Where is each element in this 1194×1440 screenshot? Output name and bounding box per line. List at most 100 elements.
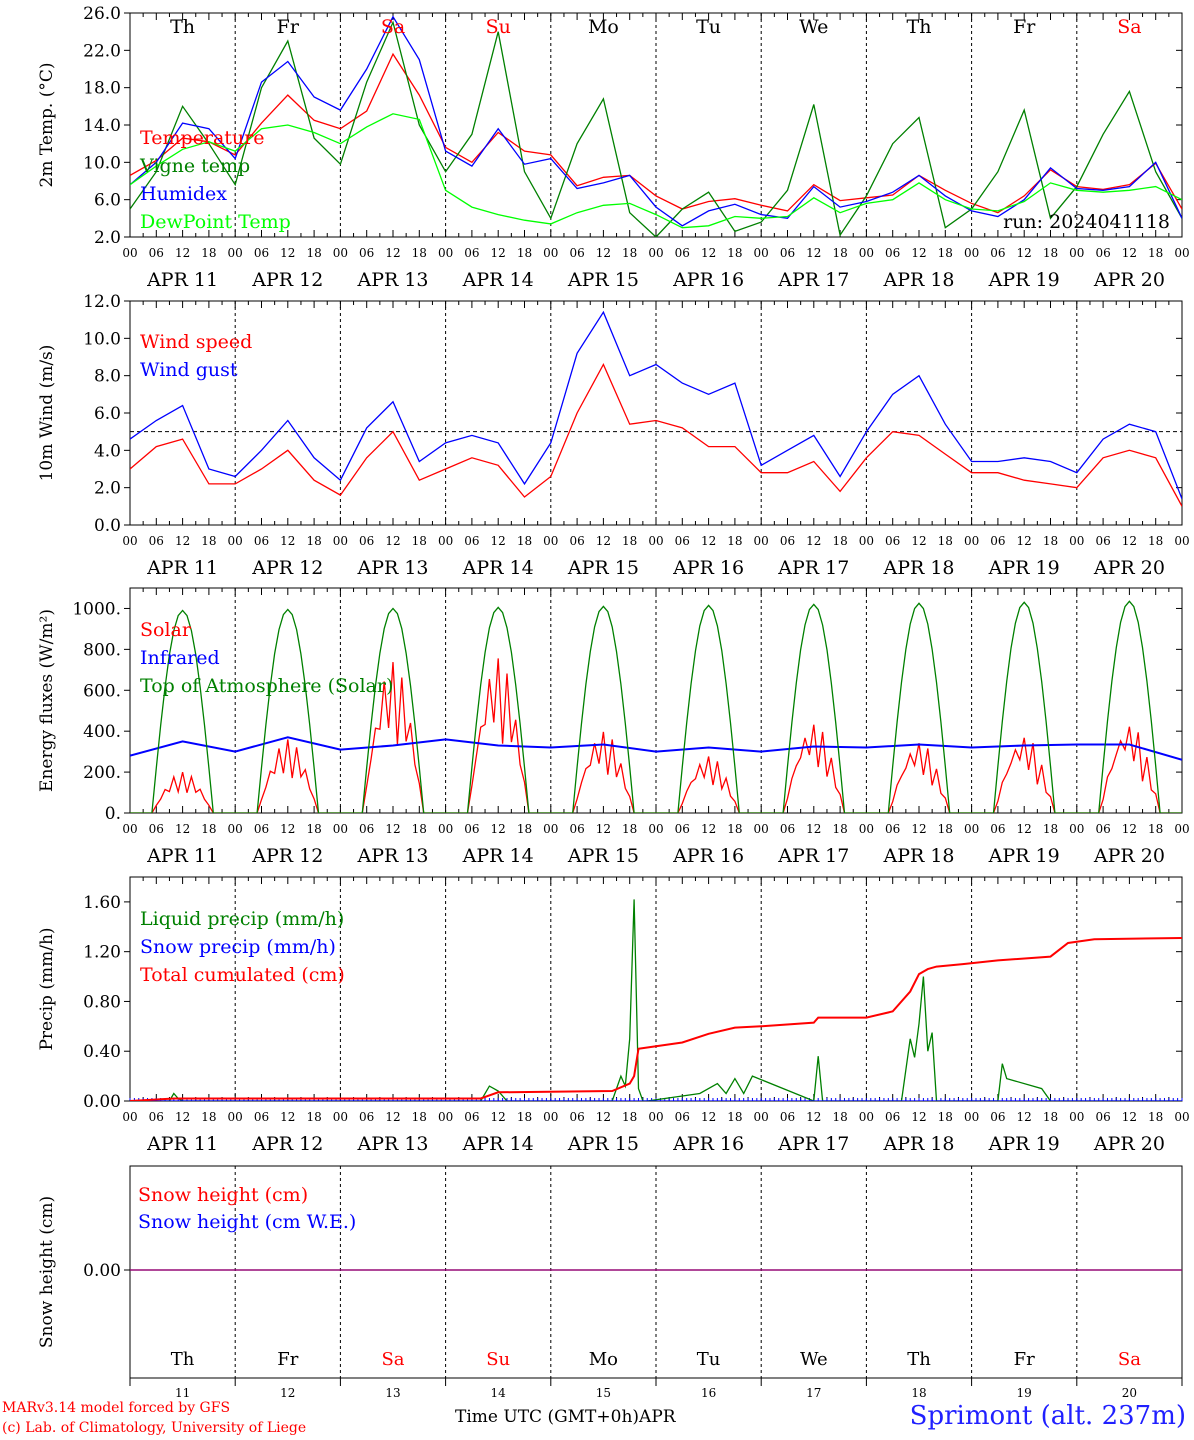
hour-tick-label: 06	[569, 534, 584, 548]
series-line-3	[130, 15, 1182, 227]
day-number-label: 18	[911, 1386, 926, 1400]
legend-item: Liquid precip (mm/h)	[140, 908, 344, 930]
y-tick-label: 2.0	[94, 479, 121, 499]
panel-2: 00 06 12 18 00 06 12 18 00 06 12 18 00 06 12 18 00 06 12 18…	[37, 292, 1190, 579]
time-axis-label: Time UTC (GMT+0h)APR	[455, 1407, 676, 1427]
y-tick-label: 0.0	[94, 516, 121, 536]
y-tick-label: 6.0	[94, 404, 121, 424]
day-number-label: 20	[1122, 1386, 1137, 1400]
hour-tick-label: 06	[149, 246, 164, 260]
hour-tick-label: 00	[648, 246, 663, 260]
series-line-2	[130, 310, 1182, 500]
hour-tick-label: 06	[359, 246, 374, 260]
hour-tick-label: 12	[385, 1110, 400, 1124]
weekday-label: Sa	[1118, 1349, 1141, 1370]
hour-tick-label: 06	[464, 246, 479, 260]
hour-tick-label: 12	[175, 534, 190, 548]
date-label: APR 15	[567, 845, 639, 867]
hour-tick-label: 12	[175, 822, 190, 836]
date-label: APR 13	[356, 269, 428, 291]
weekday-label: Th	[907, 1349, 931, 1370]
y-tick-label: 18.0	[83, 79, 121, 99]
legend-item: Vigne temp	[139, 155, 250, 177]
hour-tick-label: 12	[280, 1110, 295, 1124]
date-label: APR 11	[146, 557, 218, 579]
hour-tick-label: 18	[727, 246, 742, 260]
hour-tick-label: 06	[1095, 822, 1110, 836]
date-label: APR 11	[146, 1133, 218, 1155]
legend-item: Snow height (cm)	[138, 1184, 308, 1206]
weekday-label: Mo	[589, 1349, 618, 1370]
y-tick-label: 600.	[83, 681, 121, 701]
hour-tick-label: 00	[754, 246, 769, 260]
hour-tick-label: 00	[754, 534, 769, 548]
hour-tick-label: 18	[412, 1110, 427, 1124]
panel-1: 00 06 12 18 00 06 12 18 00 06 12 18 00 06 12 18 00 06 12 18…	[37, 4, 1190, 291]
hour-tick-label: 12	[806, 534, 821, 548]
hour-tick-label: 00	[859, 1110, 874, 1124]
hour-tick-label: 12	[806, 822, 821, 836]
weekday-label: Mo	[588, 16, 619, 38]
hour-tick-label: 18	[201, 246, 216, 260]
weekday-label: Sa	[1117, 16, 1141, 38]
weekday-label: Sa	[381, 1349, 404, 1370]
y-tick-label: 1.20	[83, 943, 121, 963]
y-tick-label: 0.	[105, 804, 121, 824]
hour-tick-label: 18	[517, 246, 532, 260]
hour-tick-label: 18	[201, 534, 216, 548]
hour-tick-label: 18	[1043, 822, 1058, 836]
hour-tick-label: 06	[885, 246, 900, 260]
hour-tick-label: 12	[701, 534, 716, 548]
hour-tick-label: 18	[517, 1110, 532, 1124]
hour-tick-label: 18	[517, 534, 532, 548]
hour-tick-label: 00	[859, 534, 874, 548]
weekday-label: Sa	[381, 16, 405, 38]
y-tick-label: 800.	[83, 640, 121, 660]
y-tick-label: 4.0	[94, 441, 121, 461]
hour-tick-label: 00	[1069, 534, 1084, 548]
date-label: APR 12	[251, 1133, 323, 1155]
panel-3: 00 06 12 18 00 06 12 18 00 06 12 18 00 06 12 18 00 06 12 18…	[37, 587, 1190, 867]
time-axis-title: Time UTC (GMT+0h)	[455, 1407, 640, 1427]
weekday-label: Su	[486, 16, 511, 38]
day-number-label: 13	[385, 1386, 400, 1400]
hour-tick-label: 12	[596, 822, 611, 836]
hour-tick-label: 12	[1017, 534, 1032, 548]
hour-tick-label: 18	[938, 534, 953, 548]
hour-tick-label: 12	[491, 1110, 506, 1124]
hour-tick-label: 06	[464, 534, 479, 548]
date-label: APR 16	[672, 557, 744, 579]
hour-tick-label: 00	[964, 246, 979, 260]
y-tick-label: 12.0	[83, 292, 121, 312]
hour-tick-label: 00	[1069, 1110, 1084, 1124]
hour-tick-label: 18	[1043, 534, 1058, 548]
hour-tick-label: 00	[964, 534, 979, 548]
hour-tick-label: 00	[648, 822, 663, 836]
date-label: APR 19	[988, 557, 1060, 579]
hour-tick-label: 18	[622, 822, 637, 836]
hour-tick-label: 18	[938, 246, 953, 260]
hour-tick-label: 18	[1043, 246, 1058, 260]
hour-tick-label: 12	[1017, 1110, 1032, 1124]
hour-tick-label: 12	[385, 534, 400, 548]
hour-tick-label: 12	[1017, 822, 1032, 836]
hour-tick-label: 06	[569, 1110, 584, 1124]
legend-item: Snow height (cm W.E.)	[138, 1211, 356, 1233]
date-label: APR 15	[567, 1133, 639, 1155]
hour-tick-label: 12	[1017, 246, 1032, 260]
day-number-label: 16	[701, 1386, 716, 1400]
date-label: APR 18	[882, 557, 954, 579]
y-tick-label: 0.40	[83, 1042, 121, 1062]
hour-tick-label: 06	[990, 822, 1005, 836]
date-label: APR 14	[462, 1133, 534, 1155]
hour-tick-label: 00	[1174, 1110, 1189, 1124]
legend-item: Temperature	[140, 127, 264, 149]
date-label: APR 13	[356, 1133, 428, 1155]
hour-tick-label: 18	[938, 1110, 953, 1124]
hour-tick-label: 00	[754, 822, 769, 836]
hour-tick-label: 18	[1148, 534, 1163, 548]
day-number-label: 19	[1017, 1386, 1032, 1400]
hour-tick-label: 06	[1095, 1110, 1110, 1124]
hour-tick-label: 06	[990, 1110, 1005, 1124]
hour-tick-label: 00	[754, 1110, 769, 1124]
